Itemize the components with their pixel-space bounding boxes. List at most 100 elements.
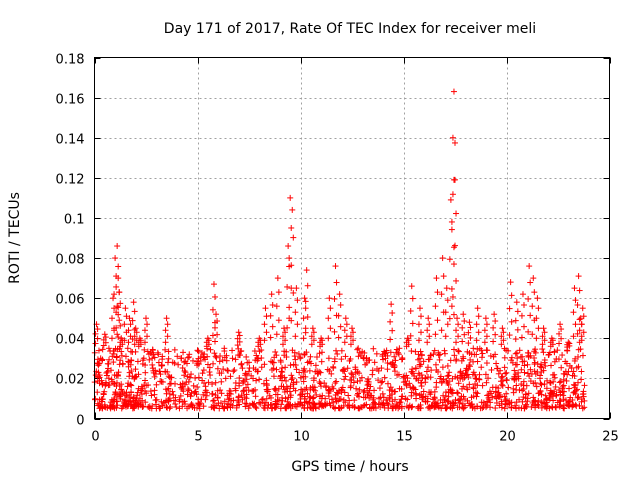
data-point-background — [493, 360, 500, 367]
data-point-background — [398, 386, 405, 393]
data-point-background — [445, 372, 452, 379]
data-point-cluster — [558, 335, 565, 342]
data-point — [349, 325, 355, 332]
data-point-background — [283, 348, 290, 355]
data-point-background — [262, 400, 269, 407]
data-point-cluster — [432, 331, 439, 338]
data-point-background — [195, 348, 202, 355]
data-point-background — [459, 376, 466, 383]
data-point-cluster — [127, 321, 134, 328]
data-point-background — [102, 382, 109, 389]
data-point — [474, 305, 481, 312]
data-point-background — [395, 351, 402, 358]
data-point-background — [408, 348, 415, 355]
data-point-background — [184, 354, 191, 361]
data-point-background — [517, 353, 524, 360]
data-point-cluster — [449, 293, 456, 300]
data-point-background — [426, 403, 433, 410]
data-point-background — [104, 368, 111, 375]
data-point — [221, 345, 228, 352]
data-point-cluster — [580, 313, 587, 320]
data-point-background — [419, 394, 426, 401]
data-point — [433, 275, 440, 282]
data-point-background — [220, 366, 227, 373]
data-point-background — [512, 361, 519, 368]
data-point-background — [289, 403, 296, 410]
data-point-background — [293, 366, 300, 373]
data-point-cluster — [506, 305, 513, 312]
data-point-background — [551, 358, 558, 365]
data-point-background — [366, 405, 373, 412]
data-point-cluster — [94, 335, 101, 342]
data-point — [149, 355, 156, 362]
data-point-background — [498, 378, 505, 385]
data-point-cluster — [572, 321, 579, 328]
data-point-background — [318, 400, 325, 407]
data-point-cluster — [261, 321, 268, 328]
data-point-background — [543, 385, 550, 392]
data-point-background — [333, 378, 340, 385]
data-point-background — [188, 371, 195, 378]
data-point-background — [360, 389, 367, 396]
data-point-background — [158, 378, 165, 385]
data-point-cluster — [529, 303, 536, 310]
data-point — [122, 305, 129, 312]
data-point-background — [316, 350, 323, 357]
data-point-background — [254, 357, 261, 364]
data-point-background — [311, 401, 318, 408]
data-point-cluster — [236, 332, 243, 339]
data-point-background — [495, 370, 502, 377]
data-point-cluster — [308, 333, 315, 340]
data-point-background — [287, 394, 294, 401]
data-point — [293, 285, 300, 292]
data-point-background — [447, 357, 454, 364]
data-point-background — [214, 365, 221, 372]
data-point-background — [175, 361, 182, 368]
data-point-background — [383, 347, 390, 354]
data-point-background — [308, 360, 315, 367]
data-point-background — [463, 365, 470, 372]
data-point — [526, 263, 533, 270]
data-point-background — [279, 394, 286, 401]
data-point-background — [146, 356, 153, 363]
data-point-background — [342, 373, 349, 380]
data-point-background — [525, 350, 532, 357]
data-point-background — [432, 361, 439, 368]
data-point-background — [348, 370, 355, 377]
data-point-cluster — [576, 316, 583, 323]
data-point-background — [502, 370, 509, 377]
data-point-background — [346, 397, 353, 404]
data-point-background — [515, 404, 522, 411]
data-point-background — [384, 366, 391, 373]
data-point-background — [164, 404, 171, 411]
data-point-background — [259, 396, 266, 403]
data-point-cluster — [327, 325, 334, 332]
data-point-background — [358, 374, 365, 381]
data-point — [363, 355, 370, 362]
data-point-cluster — [337, 301, 344, 308]
data-point-background — [538, 404, 545, 411]
data-point-background — [286, 388, 293, 395]
data-point-cluster — [525, 328, 532, 335]
data-point-cluster — [409, 295, 416, 302]
data-point-background — [306, 393, 313, 400]
data-point-background — [245, 387, 252, 394]
data-point-cluster — [389, 310, 396, 317]
data-point-background — [516, 387, 523, 394]
data-point-background — [470, 385, 477, 392]
data-point-background — [525, 390, 532, 397]
data-point-background — [116, 361, 123, 368]
data-point-cluster — [335, 312, 342, 319]
data-point — [332, 263, 339, 270]
data-point-background — [209, 381, 216, 388]
data-point-background — [235, 397, 242, 404]
data-point-background — [246, 402, 253, 409]
data-point-background — [156, 368, 163, 375]
data-point-background — [505, 384, 512, 391]
data-point-background — [387, 384, 394, 391]
data-point-cluster — [284, 324, 291, 331]
data-point-background — [282, 395, 289, 402]
data-point-cluster — [117, 343, 124, 350]
data-point-cluster — [500, 329, 507, 336]
data-point-background — [210, 360, 217, 367]
